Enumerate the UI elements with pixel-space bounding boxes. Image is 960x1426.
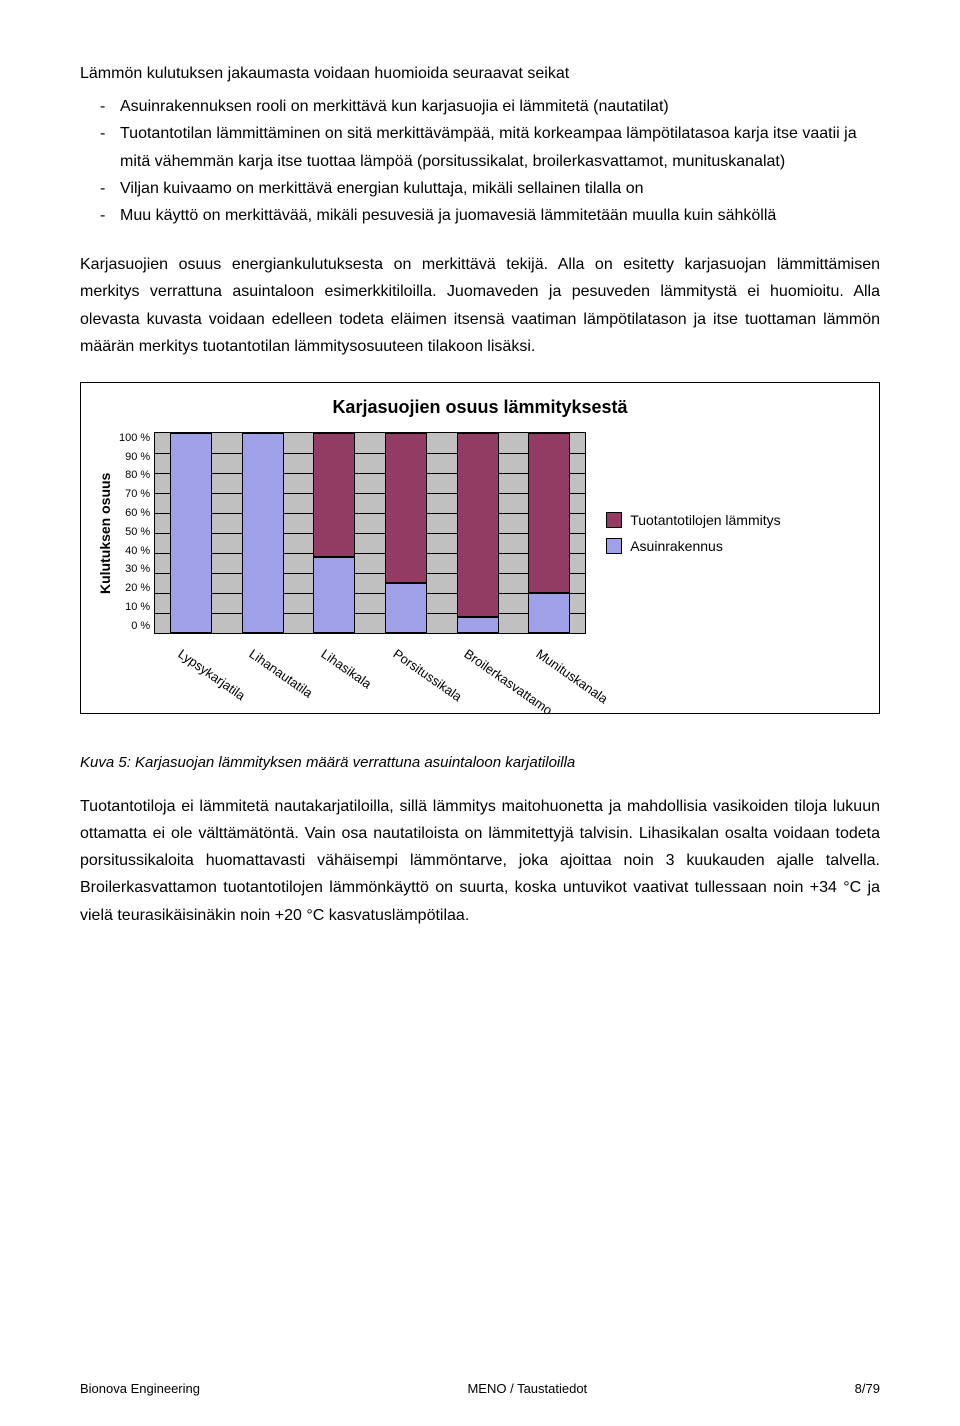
legend-swatch [606, 538, 622, 554]
x-ticks: LypsykarjatilaLihanautatilaLihasikalaPor… [161, 638, 591, 653]
chart-title: Karjasuojien osuus lämmityksestä [91, 397, 869, 418]
bar-segment-tuot [313, 433, 355, 557]
bar-segment-tuot [457, 433, 499, 617]
bullet-item: Asuinrakennuksen rooli on merkittävä kun… [80, 93, 880, 120]
y-tick: 60 % [119, 507, 150, 519]
legend-label: Asuinrakennus [630, 538, 723, 554]
bar [313, 433, 355, 633]
y-tick: 50 % [119, 526, 150, 538]
legend-item: Asuinrakennus [606, 538, 780, 554]
bar-segment-asuin [242, 433, 284, 633]
legend-item: Tuotantotilojen lämmitys [606, 512, 780, 528]
bar-segment-asuin [385, 583, 427, 633]
bars-group [155, 433, 585, 633]
legend-swatch [606, 512, 622, 528]
bar [385, 433, 427, 633]
bullet-item: Muu käyttö on merkittävää, mikäli pesuve… [80, 202, 880, 229]
bullet-item: Viljan kuivaamo on merkittävä energian k… [80, 175, 880, 202]
y-tick: 0 % [119, 620, 150, 632]
footer-left: Bionova Engineering [80, 1381, 200, 1396]
y-ticks: 100 % 90 % 80 % 70 % 60 % 50 % 40 % 30 %… [119, 432, 154, 632]
page: Lämmön kulutuksen jakaumasta voidaan huo… [0, 0, 960, 1426]
y-tick: 80 % [119, 469, 150, 481]
bar-segment-asuin [313, 557, 355, 633]
footer-right: 8/79 [855, 1381, 880, 1396]
x-ticks-row: LypsykarjatilaLihanautatilaLihasikalaPor… [91, 634, 869, 653]
y-tick: 20 % [119, 582, 150, 594]
y-axis-label: Kulutuksen osuus [91, 432, 119, 634]
intro-line: Lämmön kulutuksen jakaumasta voidaan huo… [80, 60, 880, 87]
page-footer: Bionova Engineering MENO / Taustatiedot … [80, 1381, 880, 1396]
y-tick: 30 % [119, 563, 150, 575]
y-tick: 70 % [119, 488, 150, 500]
bar-segment-tuot [385, 433, 427, 583]
bar [528, 433, 570, 633]
legend: Tuotantotilojen lämmitys Asuinrakennus [606, 432, 780, 634]
y-tick: 40 % [119, 545, 150, 557]
paragraph: Karjasuojien osuus energiankulutuksesta … [80, 251, 880, 360]
bar [170, 433, 212, 633]
y-tick: 100 % [119, 432, 150, 444]
bar-segment-asuin [170, 433, 212, 633]
bullet-list: Asuinrakennuksen rooli on merkittävä kun… [80, 93, 880, 229]
plot-area [154, 432, 586, 634]
figure-caption: Kuva 5: Karjasuojan lämmityksen määrä ve… [80, 754, 880, 771]
footer-center: MENO / Taustatiedot [467, 1381, 587, 1396]
bar [457, 433, 499, 633]
bar [242, 433, 284, 633]
bar-segment-asuin [528, 593, 570, 633]
chart-container: Karjasuojien osuus lämmityksestä Kulutuk… [80, 382, 880, 714]
legend-label: Tuotantotilojen lämmitys [630, 512, 780, 528]
y-tick: 10 % [119, 601, 150, 613]
bar-segment-asuin [457, 617, 499, 633]
bullet-item: Tuotantotilan lämmittäminen on sitä merk… [80, 120, 880, 174]
paragraph: Tuotantotiloja ei lämmitetä nautakarjati… [80, 793, 880, 929]
y-tick: 90 % [119, 451, 150, 463]
bar-segment-tuot [528, 433, 570, 593]
